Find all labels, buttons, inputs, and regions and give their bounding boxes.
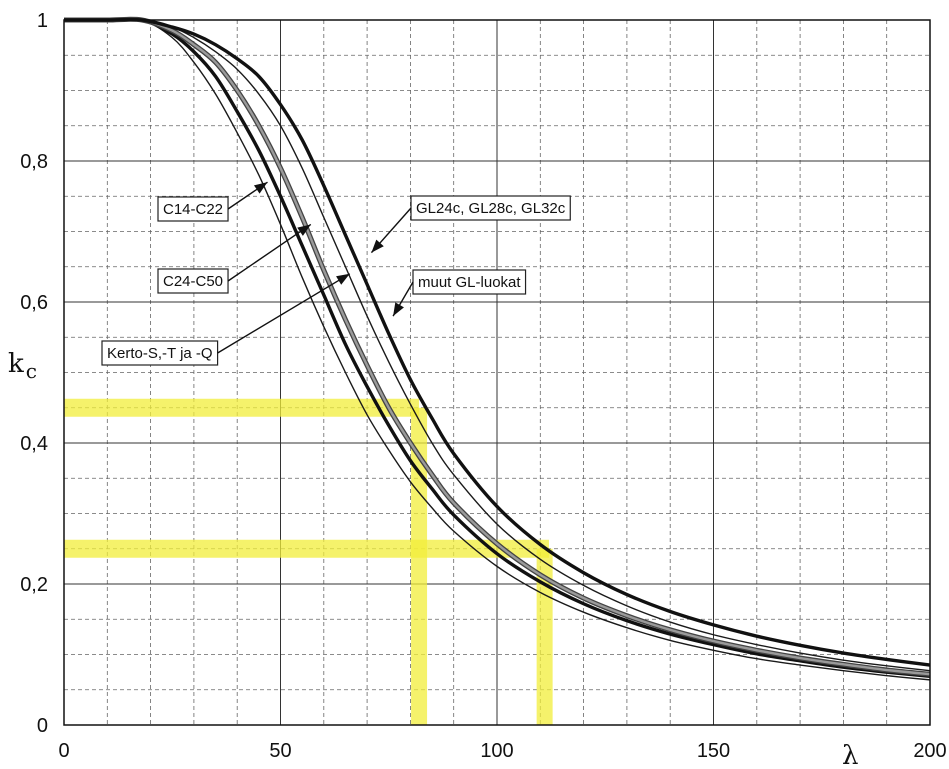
curve-labels: C14-C22 C24-C50 Kerto-S,-T ja -Q GL24c, GL2… [101, 181, 571, 366]
series-line [63, 17, 931, 679]
curve-label-box [157, 196, 229, 222]
plot-frame [63, 19, 931, 726]
highlight-markings [64, 398, 553, 725]
curve-label-box [410, 195, 571, 221]
x-tick-label: 0 [58, 740, 69, 762]
y-tick-labels: 0 0,2 0,4 0,6 0,8 1 [20, 10, 48, 737]
y-tick-label: 0,8 [20, 151, 48, 173]
arrow-head-icon [393, 302, 404, 317]
x-tick-label: 150 [697, 740, 730, 762]
y-tick-label: 0,6 [20, 292, 48, 314]
curve-label-box [412, 269, 527, 295]
arrow-head-icon [336, 273, 350, 285]
series-path [63, 17, 931, 679]
x-tick-label: 200 [913, 740, 946, 762]
curve-series [63, 16, 931, 681]
x-tick-labels: 0 50 100 150 200 [58, 740, 946, 762]
minor-grid [64, 20, 930, 725]
series-path [63, 18, 931, 676]
series-path [63, 18, 931, 672]
curve-label-text: C24-C50 [163, 273, 223, 290]
curve-label-box [157, 268, 229, 294]
curve-label-box [101, 340, 219, 366]
curve-label-text: Kerto-S,-T ja -Q [107, 345, 213, 362]
curve-label-text: muut GL-luokat [418, 274, 521, 291]
curve-label: GL24c, GL28c, GL32c [370, 195, 571, 254]
curve-label: C24-C50 [157, 223, 312, 294]
arrow-head-icon [297, 224, 311, 236]
y-tick-label: 0,2 [20, 574, 48, 596]
series-line [63, 17, 931, 667]
curve-label: C14-C22 [157, 181, 268, 222]
arrow-head-icon [371, 239, 384, 253]
x-tick-label: 100 [480, 740, 513, 762]
leader-line [217, 273, 351, 354]
y-axis-symbol: k [8, 349, 24, 379]
curve-label: Kerto-S,-T ja -Q [101, 273, 351, 366]
series-line [63, 18, 931, 681]
y-tick-label: 0 [37, 715, 48, 737]
x-tick-label: 50 [269, 740, 291, 762]
y-axis-subscript: c [26, 359, 37, 383]
leader-line [227, 223, 312, 282]
y-tick-label: 1 [37, 10, 48, 32]
series-line [63, 18, 931, 672]
x-axis-label: λ [842, 741, 858, 769]
curve-label-text: C14-C22 [163, 201, 223, 218]
curve-label: muut GL-luokat [392, 269, 527, 317]
series-line [63, 16, 931, 677]
arrow-head-icon [253, 182, 268, 194]
curve-label-text: GL24c, GL28c, GL32c [416, 200, 566, 217]
y-tick-label: 0,4 [20, 433, 48, 455]
series-path [63, 18, 931, 681]
series-path [63, 17, 931, 667]
